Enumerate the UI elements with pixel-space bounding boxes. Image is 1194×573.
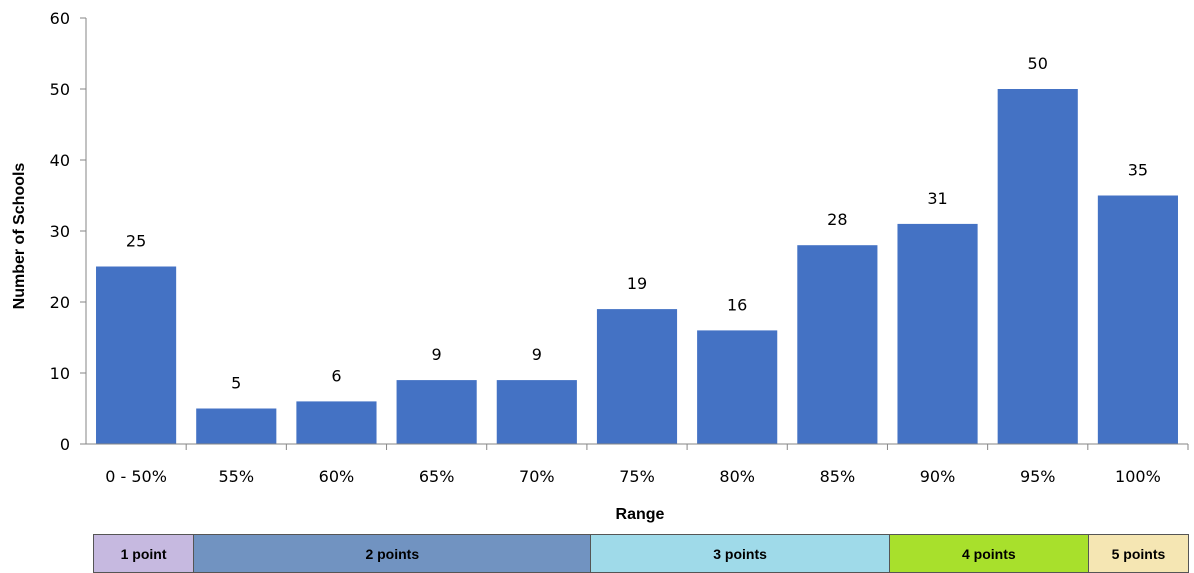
data-label: 9 (432, 345, 442, 364)
y-tick-label: 20 (50, 293, 70, 312)
x-tick-label: 80% (719, 467, 755, 486)
data-label: 5 (231, 374, 241, 393)
data-labels: 25 5 6 9 9 19 16 28 31 50 35 (126, 54, 1148, 393)
x-tick-label: 60% (319, 467, 355, 486)
x-axis-ticks: 0 - 50% 55% 60% 65% 70% 75% 80% 85% 90% 95% 100% (105, 444, 1189, 486)
points-band-segment: 5 points (1088, 535, 1188, 572)
points-band-label: 4 points (961, 545, 1016, 562)
bar (697, 330, 778, 444)
points-band-label: 3 points (713, 545, 767, 562)
bar (1097, 195, 1178, 444)
data-label: 16 (727, 295, 747, 314)
y-tick-label: 60 (50, 9, 70, 28)
x-tick-label: 90% (920, 467, 956, 486)
data-label: 35 (1128, 161, 1148, 180)
x-tick-label: 95% (1020, 467, 1056, 486)
x-tick-label: 85% (820, 467, 856, 486)
y-tick-label: 50 (50, 80, 70, 99)
points-band-label: 2 points (365, 545, 420, 562)
bar (196, 408, 277, 444)
bar (997, 89, 1078, 444)
y-axis-ticks: 0 10 20 30 40 50 60 (50, 9, 86, 454)
bars (96, 89, 1178, 444)
points-band-segment: 3 points (591, 535, 890, 572)
x-axis-title: Range (616, 506, 665, 523)
data-label: 6 (331, 366, 341, 385)
points-band-label: 1 point (120, 545, 167, 562)
points-band: 1 point 2 points 3 points 4 points 5 points (93, 534, 1189, 573)
x-tick-label: 75% (619, 467, 655, 486)
bar (496, 380, 577, 444)
y-axis-title: Number of Schools (11, 163, 28, 310)
bar (797, 245, 878, 444)
y-tick-label: 40 (50, 151, 70, 170)
x-tick-label: 100% (1115, 467, 1161, 486)
data-label: 9 (532, 345, 542, 364)
x-tick-label: 70% (519, 467, 555, 486)
points-band-segment: 4 points (889, 535, 1089, 572)
y-tick-label: 0 (60, 435, 70, 454)
points-band-segment: 1 point (94, 535, 195, 572)
x-tick-label: 65% (419, 467, 455, 486)
bar (296, 401, 377, 444)
data-label: 28 (827, 210, 847, 229)
bar (396, 380, 477, 444)
data-label: 31 (927, 189, 947, 208)
y-tick-label: 30 (50, 222, 70, 241)
points-band-label: 5 points (1111, 545, 1166, 562)
data-label: 25 (126, 232, 146, 251)
x-tick-label: 0 - 50% (105, 467, 167, 486)
data-label: 50 (1028, 54, 1048, 73)
x-tick-label: 55% (218, 467, 254, 486)
y-tick-label: 10 (50, 364, 70, 383)
bar-chart: 0 10 20 30 40 50 60 25 5 6 9 9 19 16 28 31 50 35 0 - 50%… (11, 9, 1189, 523)
bar (96, 266, 177, 444)
bar (897, 223, 978, 444)
bar (596, 309, 678, 444)
points-band-segment: 2 points (194, 535, 592, 572)
data-label: 19 (627, 274, 647, 293)
